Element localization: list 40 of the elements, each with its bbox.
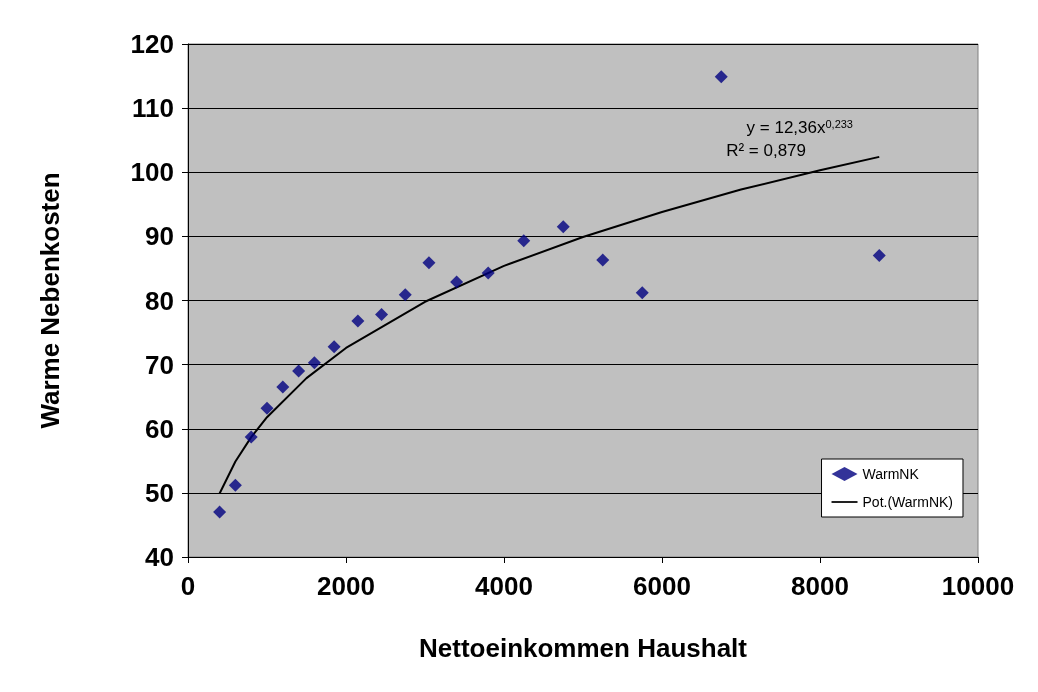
point xyxy=(481,266,495,280)
point xyxy=(714,70,728,84)
point xyxy=(375,308,389,322)
point xyxy=(307,356,321,370)
y-tick-label: 50 xyxy=(145,477,174,508)
y-tick-label: 120 xyxy=(130,29,174,59)
point xyxy=(276,380,290,394)
point xyxy=(517,234,531,248)
y-axis-title: Warme Nebenkosten xyxy=(35,172,65,429)
y-tick-label: 40 xyxy=(145,542,174,572)
point xyxy=(228,478,242,492)
x-axis-title: Nettoeinkommen Haushalt xyxy=(419,633,748,663)
point xyxy=(398,288,412,302)
point xyxy=(260,401,274,415)
y-tick-label: 110 xyxy=(132,93,174,124)
point xyxy=(872,249,886,263)
x-tick-label: 6000 xyxy=(633,571,691,601)
y-tick-label: 70 xyxy=(145,349,174,380)
y-tick-label: 80 xyxy=(145,285,174,316)
point xyxy=(244,430,258,444)
point xyxy=(213,505,227,519)
x-tick-label: 8000 xyxy=(791,571,849,601)
x-tick-label: 4000 xyxy=(475,571,533,601)
point xyxy=(596,253,610,267)
point xyxy=(292,364,306,378)
point xyxy=(556,220,570,234)
y-tick-label: 90 xyxy=(145,221,174,252)
legend-label: Pot.(WarmNK) xyxy=(862,494,953,510)
x-tick-label: 2000 xyxy=(317,571,375,601)
point xyxy=(422,256,436,270)
point xyxy=(351,314,365,328)
y-tick-label: 60 xyxy=(145,413,174,444)
y-tick-label: 100 xyxy=(130,157,174,188)
point xyxy=(450,275,464,289)
x-tick-label: 0 xyxy=(180,571,196,601)
annotation: R² = 0,879 xyxy=(726,141,807,160)
legend-label: WarmNK xyxy=(862,466,920,482)
point xyxy=(327,340,341,354)
point xyxy=(635,286,649,300)
x-tick-label: 10000 xyxy=(941,571,1015,601)
